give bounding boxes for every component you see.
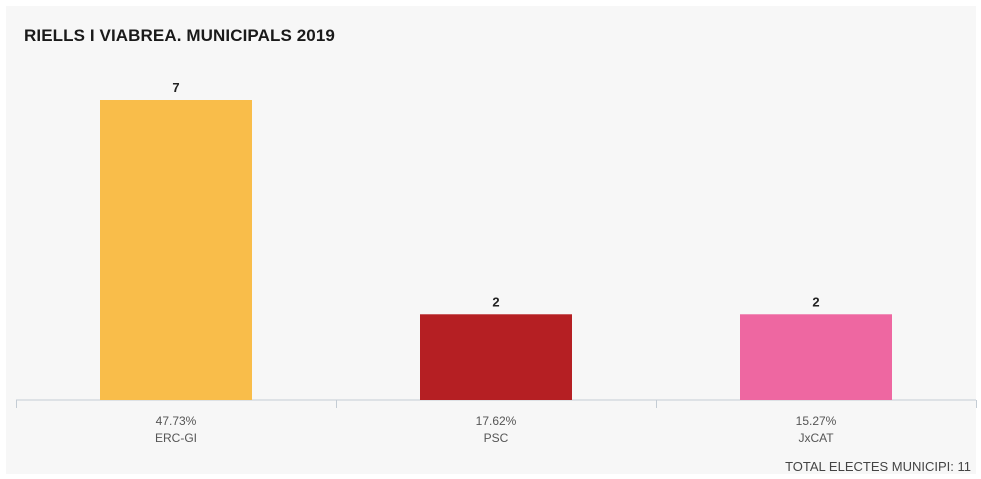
bar-value-label: 2 <box>492 294 499 309</box>
percentage-label: 15.27% <box>796 414 837 428</box>
category-label: PSC <box>484 431 509 445</box>
percentage-label: 47.73% <box>156 414 197 428</box>
bar-jxcat <box>740 314 892 400</box>
bar-psc <box>420 314 572 400</box>
total-elected-label: TOTAL ELECTES MUNICIPI: 11 <box>785 459 971 474</box>
bar-value-label: 2 <box>812 294 819 309</box>
category-label: JxCAT <box>798 431 834 445</box>
bar-erc-gi <box>100 100 252 400</box>
bar-value-label: 7 <box>172 80 179 95</box>
chart-title: RIELLS I VIABREA. MUNICIPALS 2019 <box>24 26 335 45</box>
category-label: ERC-GI <box>155 431 197 445</box>
percentage-label: 17.62% <box>476 414 517 428</box>
